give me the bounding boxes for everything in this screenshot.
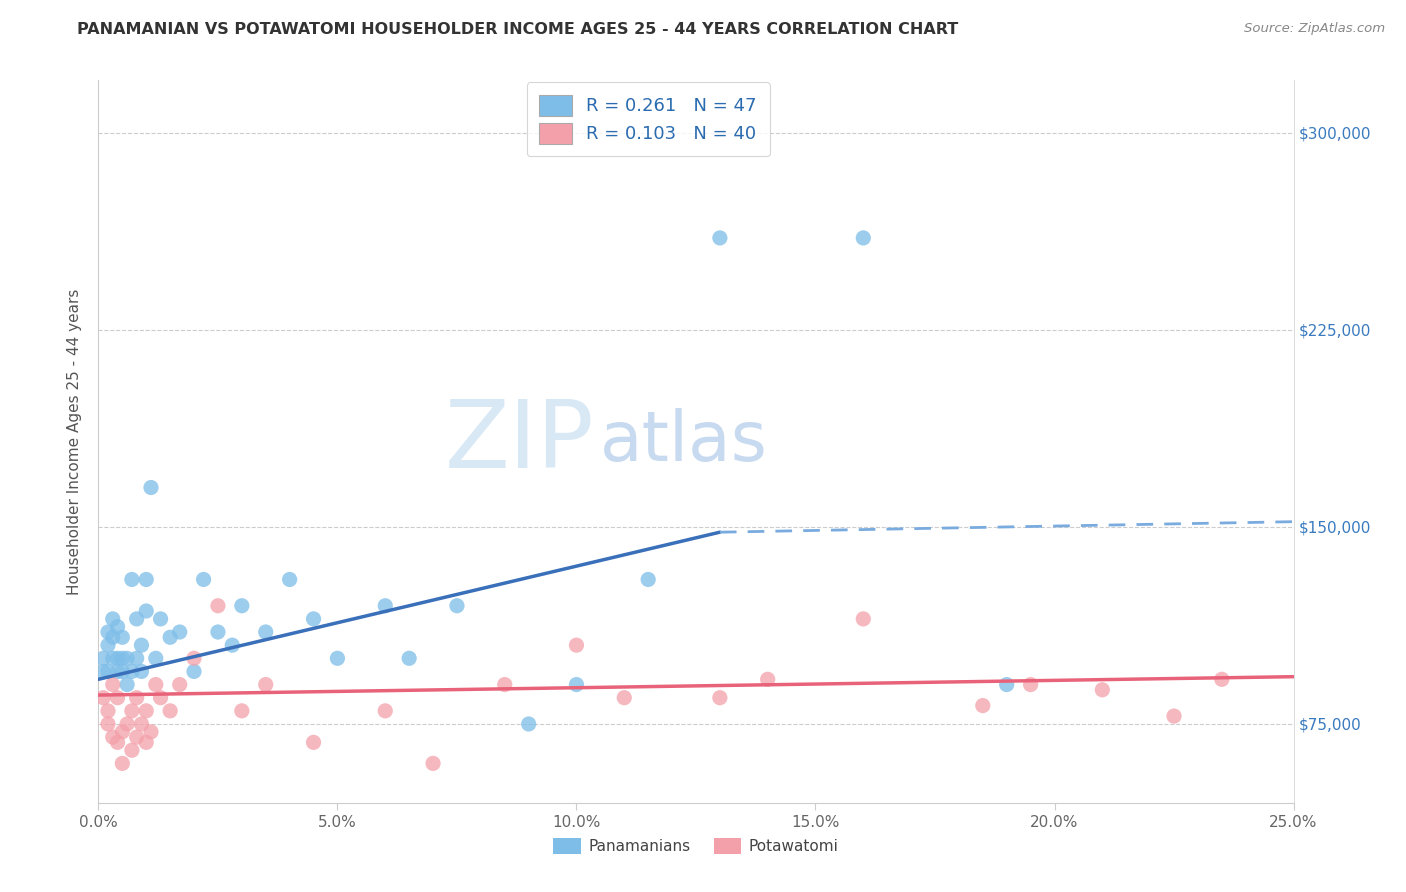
Point	[125, 730, 148, 744]
Point	[121, 573, 143, 587]
Point	[111, 651, 134, 665]
Point	[709, 690, 731, 705]
Point	[517, 717, 540, 731]
Point	[121, 743, 143, 757]
Point	[231, 704, 253, 718]
Text: Source: ZipAtlas.com: Source: ZipAtlas.com	[1244, 22, 1385, 36]
Point	[1019, 677, 1042, 691]
Point	[183, 665, 205, 679]
Point	[221, 638, 243, 652]
Legend: Panamanians, Potawatomi: Panamanians, Potawatomi	[547, 832, 845, 860]
Point	[131, 638, 153, 652]
Point	[97, 717, 120, 731]
Point	[995, 677, 1018, 691]
Point	[278, 573, 301, 587]
Point	[756, 673, 779, 687]
Point	[101, 651, 124, 665]
Point	[125, 612, 148, 626]
Point	[91, 651, 114, 665]
Point	[115, 677, 138, 691]
Point	[139, 481, 162, 495]
Point	[852, 612, 875, 626]
Point	[111, 665, 134, 679]
Point	[422, 756, 444, 771]
Point	[326, 651, 349, 665]
Point	[852, 231, 875, 245]
Point	[231, 599, 253, 613]
Point	[398, 651, 420, 665]
Point	[101, 730, 124, 744]
Point	[101, 677, 124, 691]
Point	[159, 704, 181, 718]
Point	[91, 690, 114, 705]
Point	[97, 625, 120, 640]
Point	[135, 573, 157, 587]
Point	[107, 665, 129, 679]
Point	[637, 573, 659, 587]
Point	[115, 651, 138, 665]
Text: atlas: atlas	[600, 408, 768, 475]
Point	[193, 573, 215, 587]
Point	[125, 690, 148, 705]
Point	[254, 625, 277, 640]
Text: ZIP: ZIP	[444, 395, 595, 488]
Point	[613, 690, 636, 705]
Point	[1091, 682, 1114, 697]
Point	[107, 735, 129, 749]
Point	[97, 704, 120, 718]
Point	[121, 665, 143, 679]
Point	[183, 651, 205, 665]
Point	[111, 630, 134, 644]
Point	[709, 231, 731, 245]
Point	[302, 735, 325, 749]
Point	[91, 665, 114, 679]
Point	[107, 651, 129, 665]
Point	[125, 651, 148, 665]
Y-axis label: Householder Income Ages 25 - 44 years: Householder Income Ages 25 - 44 years	[67, 288, 83, 595]
Point	[145, 651, 167, 665]
Point	[207, 625, 229, 640]
Point	[131, 717, 153, 731]
Point	[131, 665, 153, 679]
Point	[169, 625, 191, 640]
Point	[207, 599, 229, 613]
Point	[111, 724, 134, 739]
Point	[135, 704, 157, 718]
Point	[1211, 673, 1233, 687]
Point	[1163, 709, 1185, 723]
Point	[139, 724, 162, 739]
Point	[101, 612, 124, 626]
Point	[302, 612, 325, 626]
Point	[101, 630, 124, 644]
Point	[107, 690, 129, 705]
Point	[111, 756, 134, 771]
Point	[374, 704, 396, 718]
Point	[149, 612, 172, 626]
Point	[135, 604, 157, 618]
Point	[149, 690, 172, 705]
Point	[254, 677, 277, 691]
Point	[565, 677, 588, 691]
Point	[121, 704, 143, 718]
Point	[97, 638, 120, 652]
Point	[169, 677, 191, 691]
Text: PANAMANIAN VS POTAWATOMI HOUSEHOLDER INCOME AGES 25 - 44 YEARS CORRELATION CHART: PANAMANIAN VS POTAWATOMI HOUSEHOLDER INC…	[77, 22, 959, 37]
Point	[159, 630, 181, 644]
Point	[145, 677, 167, 691]
Point	[972, 698, 994, 713]
Point	[446, 599, 468, 613]
Point	[107, 620, 129, 634]
Point	[97, 665, 120, 679]
Point	[115, 717, 138, 731]
Point	[374, 599, 396, 613]
Point	[135, 735, 157, 749]
Point	[494, 677, 516, 691]
Point	[565, 638, 588, 652]
